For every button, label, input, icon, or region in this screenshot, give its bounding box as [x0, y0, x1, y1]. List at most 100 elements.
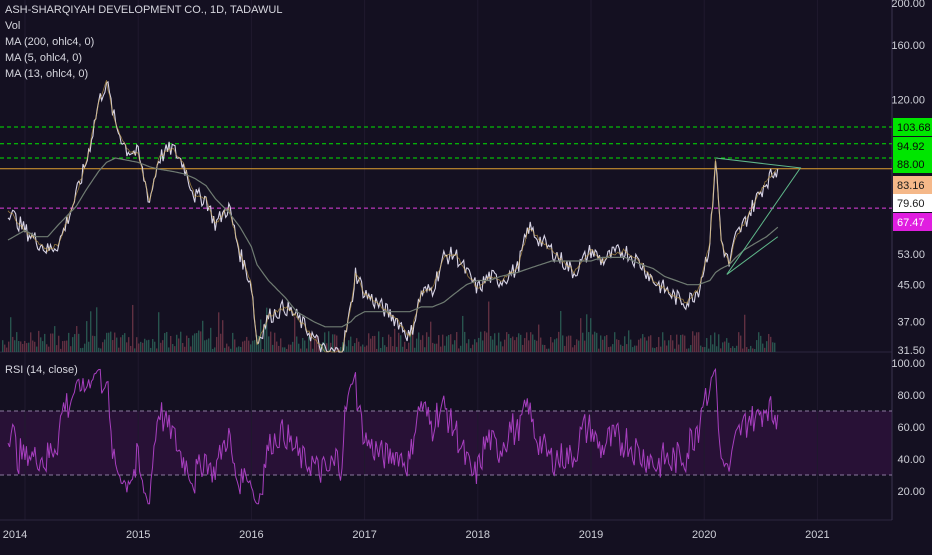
- volume-bar: [126, 342, 128, 352]
- volume-bar: [600, 335, 602, 352]
- volume-bar: [380, 347, 382, 352]
- volume-bar: [280, 338, 282, 352]
- volume-bar: [760, 335, 762, 352]
- volume-bar: [204, 340, 206, 352]
- volume-bar: [720, 348, 722, 352]
- volume-bar: [402, 346, 404, 352]
- volume-bar: [18, 341, 20, 352]
- legend-ma5[interactable]: MA (5, ohlc4, 0): [5, 52, 83, 64]
- volume-bar: [98, 347, 100, 352]
- volume-bar: [320, 343, 322, 352]
- price-tag-label: 94.92: [897, 141, 925, 153]
- volume-bar: [134, 348, 136, 352]
- volume-bar: [262, 348, 264, 352]
- volume-bar: [78, 333, 80, 352]
- volume-bar: [596, 332, 598, 352]
- volume-bar: [668, 340, 670, 352]
- volume-bar: [44, 333, 46, 352]
- volume-bar: [756, 340, 758, 352]
- volume-bar: [630, 339, 632, 352]
- volume-bar: [450, 334, 452, 352]
- volume-bar: [384, 345, 386, 352]
- volume-bar: [470, 348, 472, 352]
- volume-bar: [174, 346, 176, 352]
- volume-bar: [698, 332, 700, 352]
- volume-bar: [480, 331, 482, 352]
- volume-bar: [146, 340, 148, 352]
- rsi-legend[interactable]: RSI (14, close): [5, 364, 78, 376]
- volume-bar: [8, 341, 10, 352]
- volume-bar: [610, 346, 612, 352]
- volume-bar: [752, 348, 754, 352]
- volume-bar: [258, 335, 260, 352]
- volume-bar: [172, 344, 174, 352]
- volume-bar: [376, 348, 378, 352]
- volume-bar: [318, 344, 320, 352]
- volume-bar: [354, 343, 356, 352]
- price-tag-magenta: [893, 213, 932, 231]
- volume-bar: [772, 342, 774, 352]
- volume-bar: [34, 341, 36, 352]
- volume-bar: [150, 347, 152, 352]
- volume-bar: [476, 342, 478, 352]
- volume-bar: [566, 336, 568, 352]
- volume-bar: [220, 333, 222, 352]
- volume-bar: [192, 335, 194, 352]
- volume-bar: [356, 338, 358, 352]
- volume-bar: [508, 334, 510, 352]
- volume-bar: [84, 343, 86, 352]
- legend-ma200[interactable]: MA (200, ohlc4, 0): [5, 36, 95, 48]
- volume-bar: [332, 334, 334, 352]
- volume-bar: [124, 333, 126, 352]
- volume-bar: [748, 348, 750, 352]
- volume-bar: [654, 348, 656, 352]
- volume-bar: [614, 332, 616, 352]
- volume-bar: [514, 340, 516, 352]
- volume-bar: [340, 346, 342, 352]
- volume-bar: [524, 338, 526, 352]
- volume-bar: [658, 337, 660, 352]
- legend-ma13[interactable]: MA (13, ohlc4, 0): [5, 68, 89, 80]
- volume-bar: [678, 344, 680, 352]
- volume-bar: [26, 343, 28, 352]
- volume-bar: [714, 332, 716, 352]
- volume-bar: [132, 304, 134, 352]
- volume-bar: [484, 331, 486, 352]
- volume-bar: [452, 344, 454, 352]
- legend-title[interactable]: ASH-SHARQIYAH DEVELOPMENT CO., 1D, TADAW…: [5, 4, 283, 16]
- volume-bar: [434, 343, 436, 352]
- volume-bar: [548, 348, 550, 352]
- volume-bar: [702, 347, 704, 352]
- volume-bar: [120, 337, 122, 352]
- volume-bar: [74, 334, 76, 352]
- volume-bar: [100, 348, 102, 352]
- volume-bar: [700, 345, 702, 352]
- rsi-band: [0, 411, 892, 475]
- volume-bar: [222, 320, 224, 352]
- volume-bar: [550, 336, 552, 352]
- volume-bar: [458, 348, 460, 352]
- volume-bar: [278, 345, 280, 352]
- volume-bar: [410, 333, 412, 352]
- volume-bar: [660, 346, 662, 352]
- volume-bar: [102, 342, 104, 352]
- volume-bar: [242, 341, 244, 352]
- volume-bar: [432, 342, 434, 352]
- volume-bar: [536, 340, 538, 352]
- volume-bar: [4, 344, 6, 352]
- volume-bar: [594, 331, 596, 352]
- volume-bar: [144, 338, 146, 352]
- volume-bar: [122, 334, 124, 352]
- volume-bar: [510, 338, 512, 352]
- legend-vol[interactable]: Vol: [5, 20, 21, 32]
- volume-bar: [64, 340, 66, 352]
- volume-bar: [672, 340, 674, 352]
- volume-bar: [358, 341, 360, 352]
- volume-bar: [330, 342, 332, 352]
- volume-bar: [212, 348, 214, 352]
- volume-bar: [390, 336, 392, 352]
- volume-bar: [312, 348, 314, 352]
- volume-bar: [586, 314, 588, 352]
